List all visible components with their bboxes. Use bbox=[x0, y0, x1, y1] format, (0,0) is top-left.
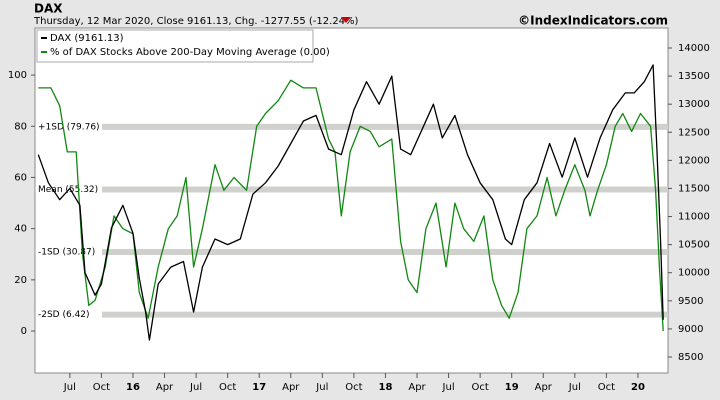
sd-label: +1SD (79.76) bbox=[38, 122, 100, 132]
x-tick-label: Apr bbox=[408, 382, 426, 393]
x-tick-label: Oct bbox=[598, 382, 615, 393]
x-tick-label: Apr bbox=[282, 382, 300, 393]
x-tick-label: Jul bbox=[63, 382, 76, 393]
source: ©IndexIndicators.com bbox=[518, 14, 668, 28]
y2-tick-label: 11500 bbox=[678, 183, 710, 194]
x-tick-label: Jul bbox=[315, 382, 328, 393]
legend-label: DAX (9161.13) bbox=[50, 33, 124, 44]
y2-tick-label: 12000 bbox=[678, 155, 710, 166]
y-tick-label: 100 bbox=[8, 70, 27, 81]
y2-tick-label: 9500 bbox=[678, 296, 703, 307]
y2-tick-label: 11000 bbox=[678, 212, 710, 223]
sd-label-box bbox=[36, 308, 102, 321]
sd-label: -2SD (6.42) bbox=[38, 310, 90, 320]
x-tick-label: 19 bbox=[505, 382, 519, 393]
y2-tick-label: 8500 bbox=[678, 352, 703, 363]
sd-label-box bbox=[36, 246, 102, 259]
y2-tick-label: 9000 bbox=[678, 324, 703, 335]
series-line bbox=[38, 79, 664, 332]
x-tick-label: 18 bbox=[378, 382, 392, 393]
y-tick-label: 80 bbox=[14, 121, 27, 132]
chart-title: DAX bbox=[34, 2, 63, 16]
plot-area bbox=[34, 27, 669, 374]
sd-label-box bbox=[36, 120, 102, 133]
x-tick-label: Jul bbox=[442, 382, 455, 393]
legend-box bbox=[36, 29, 314, 63]
y2-tick-label: 10000 bbox=[678, 268, 710, 279]
series-line bbox=[37, 64, 664, 341]
y2-tick-label: 10500 bbox=[678, 240, 710, 251]
x-tick-label: 20 bbox=[631, 382, 645, 393]
y2-tick-label: 13000 bbox=[678, 99, 710, 110]
subtitle: Thursday, 12 Mar 2020, Close 9161.13, Ch… bbox=[33, 16, 359, 27]
y-tick-label: 0 bbox=[21, 326, 27, 337]
x-tick-label: Apr bbox=[535, 382, 553, 393]
y-tick-label: 40 bbox=[14, 224, 27, 235]
x-tick-label: Oct bbox=[471, 382, 488, 393]
down-arrow bbox=[341, 17, 351, 23]
x-tick-label: Jul bbox=[189, 382, 202, 393]
y-tick-label: 20 bbox=[14, 275, 27, 286]
sd-label: -1SD (30.87) bbox=[38, 248, 95, 258]
x-tick-label: 16 bbox=[126, 382, 140, 393]
y2-tick-label: 13500 bbox=[678, 71, 710, 82]
x-tick-label: Apr bbox=[156, 382, 174, 393]
y2-tick-label: 14000 bbox=[678, 43, 710, 54]
legend-label: % of DAX Stocks Above 200-Day Moving Ave… bbox=[50, 47, 330, 58]
x-tick-label: Oct bbox=[219, 382, 236, 393]
x-tick-label: Oct bbox=[345, 382, 362, 393]
y-tick-label: 60 bbox=[14, 172, 27, 183]
y2-tick-label: 12500 bbox=[678, 127, 710, 138]
x-tick-label: Jul bbox=[568, 382, 581, 393]
x-tick-label: Oct bbox=[93, 382, 110, 393]
x-tick-label: 17 bbox=[252, 382, 266, 393]
